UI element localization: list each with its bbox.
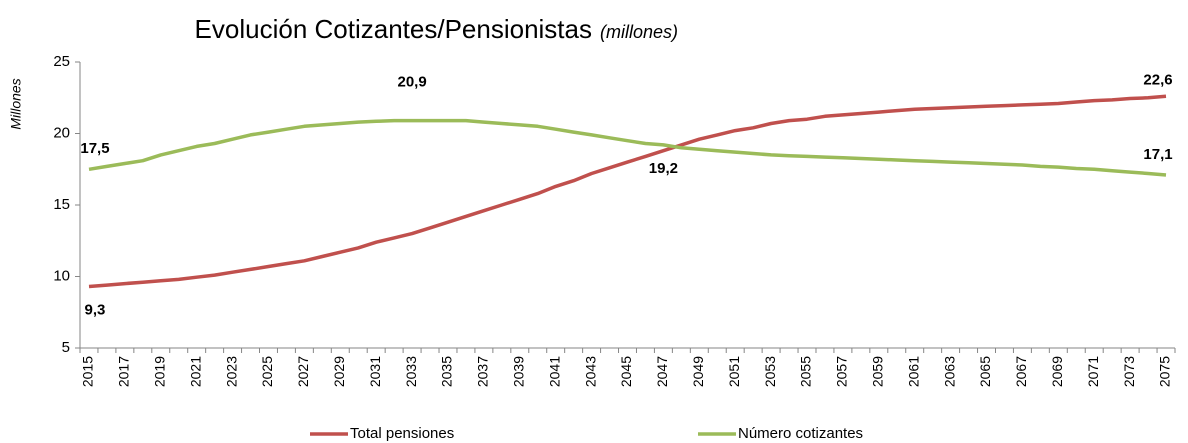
x-tick-label: 2061 bbox=[905, 356, 921, 387]
x-tick-label: 2021 bbox=[187, 356, 203, 387]
x-tick-label: 2071 bbox=[1085, 356, 1101, 387]
x-tick-label: 2035 bbox=[439, 356, 455, 387]
x-tick-label: 2029 bbox=[331, 356, 347, 387]
x-tick-label: 2075 bbox=[1157, 356, 1173, 387]
y-tick-label: 25 bbox=[53, 53, 70, 70]
y-axis-label: Millones bbox=[8, 78, 24, 129]
x-tick-label: 2057 bbox=[834, 356, 850, 387]
x-tick-label: 2067 bbox=[1013, 356, 1029, 387]
x-tick-label: 2055 bbox=[798, 356, 814, 387]
data-label: 17,1 bbox=[1143, 146, 1172, 163]
data-label: 22,6 bbox=[1143, 71, 1172, 88]
series-line bbox=[88, 94, 1167, 289]
x-tick-label: 2049 bbox=[690, 356, 706, 387]
y-tick-label: 15 bbox=[53, 196, 70, 213]
x-tick-label: 2047 bbox=[654, 356, 670, 387]
x-tick-label: 2023 bbox=[223, 356, 239, 387]
x-tick-label: 2031 bbox=[367, 356, 383, 387]
data-label: 9,3 bbox=[85, 301, 106, 318]
x-tick-label: 2019 bbox=[151, 356, 167, 387]
x-tick-label: 2045 bbox=[618, 356, 634, 387]
x-tick-label: 2041 bbox=[546, 356, 562, 387]
x-tick-label: 2043 bbox=[582, 356, 598, 387]
x-tick-label: 2015 bbox=[80, 356, 96, 387]
data-label: 17,5 bbox=[80, 140, 109, 157]
series-line bbox=[88, 118, 1167, 177]
legend-label: Total pensiones bbox=[350, 425, 454, 442]
x-tick-label: 2073 bbox=[1121, 356, 1137, 387]
x-tick-label: 2027 bbox=[295, 356, 311, 387]
legend-label: Número cotizantes bbox=[738, 425, 863, 442]
x-tick-label: 2051 bbox=[726, 356, 742, 387]
x-tick-label: 2025 bbox=[259, 356, 275, 387]
x-tick-label: 2037 bbox=[475, 356, 491, 387]
y-tick-label: 10 bbox=[53, 267, 70, 284]
y-tick-label: 5 bbox=[62, 339, 70, 356]
x-tick-label: 2065 bbox=[977, 356, 993, 387]
x-tick-label: 2063 bbox=[941, 356, 957, 387]
data-label: 19,2 bbox=[649, 160, 678, 177]
data-label: 20,9 bbox=[397, 74, 426, 91]
x-tick-label: 2033 bbox=[403, 356, 419, 387]
chart-subtitle: (millones) bbox=[600, 22, 678, 42]
y-tick-label: 20 bbox=[53, 124, 70, 141]
x-tick-label: 2017 bbox=[116, 356, 132, 387]
x-tick-label: 2053 bbox=[762, 356, 778, 387]
x-tick-label: 2059 bbox=[870, 356, 886, 387]
x-tick-label: 2069 bbox=[1049, 356, 1065, 387]
chart-title: Evolución Cotizantes/Pensionistas bbox=[195, 14, 592, 44]
x-tick-label: 2039 bbox=[510, 356, 526, 387]
